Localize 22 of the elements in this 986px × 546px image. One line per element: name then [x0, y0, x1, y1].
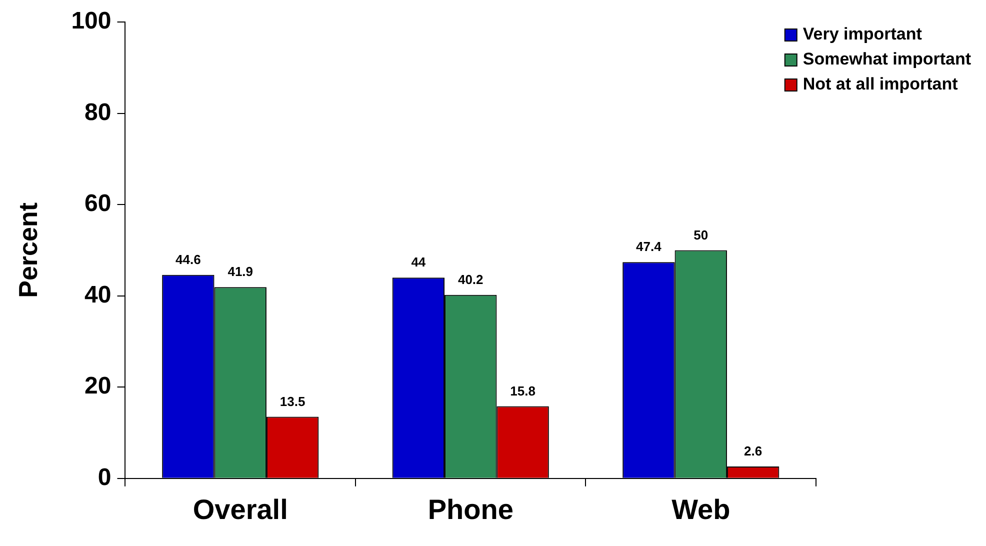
data-label: 44	[411, 254, 426, 270]
y-tick-label: 60	[84, 190, 112, 218]
y-tick-label: 100	[71, 8, 112, 35]
legend-label: Not at all important	[802, 74, 958, 94]
x-tick-label: Web	[672, 494, 730, 525]
x-tick-label: Overall	[192, 494, 288, 525]
data-label: 40.2	[458, 272, 484, 288]
data-label: 50	[694, 227, 708, 242]
y-axis-title: Percent	[12, 202, 43, 298]
y-tick-label: 80	[84, 98, 112, 126]
data-label: 2.6	[744, 444, 762, 459]
y-tick-label: 40	[84, 281, 112, 308]
x-tick-label: Phone	[428, 494, 514, 525]
legend-label: Somewhat important	[802, 50, 972, 69]
data-label: 41.9	[228, 264, 254, 280]
data-label: 44.6	[176, 252, 201, 267]
legend-label: Very important	[802, 24, 922, 44]
data-label: 47.4	[636, 239, 662, 254]
data-label: 13.5	[280, 394, 306, 409]
y-tick-label: 0	[98, 464, 112, 492]
data-label: 15.8	[510, 383, 536, 398]
y-tick-label: 20	[84, 372, 112, 400]
